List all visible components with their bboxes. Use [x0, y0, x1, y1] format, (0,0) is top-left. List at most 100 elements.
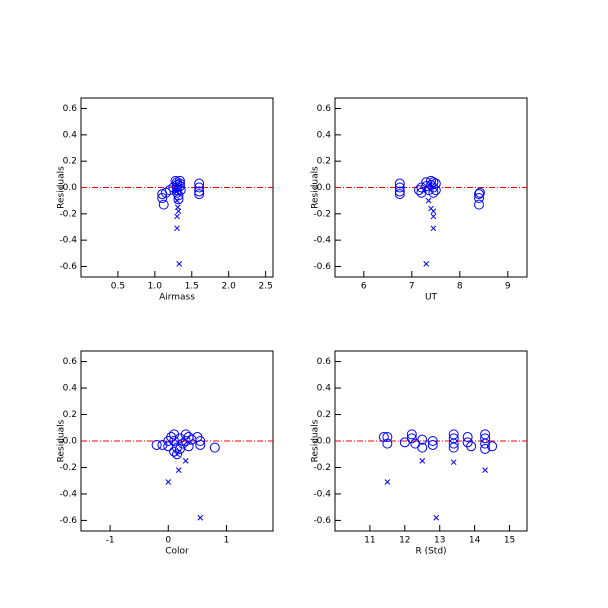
- circle-point: [480, 438, 491, 449]
- cross-point: [175, 208, 182, 215]
- x-tick-label: 1: [224, 536, 230, 546]
- circle-point: [428, 187, 439, 198]
- circle-point: [406, 429, 417, 440]
- circle-point: [426, 175, 436, 186]
- circle-point: [160, 187, 171, 198]
- cross-point: [450, 459, 457, 466]
- circle-point: [169, 446, 180, 457]
- y-axis-label: Residuals: [311, 419, 321, 462]
- y-tick-label: -0.0: [59, 437, 77, 447]
- circle-point: [417, 434, 428, 445]
- y-tick-label: -0.4: [313, 236, 331, 246]
- cross-point: [420, 187, 427, 193]
- circle-point: [462, 437, 473, 448]
- circle-point: [158, 199, 169, 210]
- y-tick-label: 0.6: [63, 357, 78, 367]
- circle-point: [448, 438, 459, 449]
- circle-point: [174, 181, 185, 192]
- x-tick-label: 1.5: [185, 282, 199, 292]
- y-axis-label: Residuals: [311, 166, 321, 209]
- cross-point: [172, 187, 179, 193]
- circle-point: [163, 441, 174, 452]
- cross-point: [175, 467, 182, 473]
- circle-point: [430, 178, 441, 189]
- circle-point: [195, 439, 206, 450]
- circle-point: [448, 429, 459, 440]
- circle-point: [194, 182, 205, 193]
- x-tick-label: 2.0: [222, 282, 237, 292]
- circle-point: [194, 186, 205, 197]
- circle-point: [427, 436, 438, 446]
- circle-point: [394, 186, 405, 197]
- cross-point: [384, 479, 391, 485]
- y-tick-label: -0.4: [59, 489, 77, 499]
- circle-point: [394, 178, 405, 189]
- circle-point: [382, 438, 393, 449]
- x-tick-label: 1.0: [148, 282, 163, 292]
- cross-point: [419, 457, 426, 464]
- cross-point: [425, 197, 432, 204]
- cross-point: [430, 213, 437, 220]
- x-axis-label: R (Std): [415, 547, 446, 557]
- circle-point: [474, 189, 484, 200]
- circle-point: [406, 433, 417, 444]
- y-tick-label: -0.0: [313, 437, 331, 447]
- y-tick-label: 0.2: [63, 410, 77, 420]
- circle-point: [462, 432, 473, 443]
- circle-point: [180, 429, 191, 440]
- x-tick-label: 0.5: [111, 282, 125, 292]
- x-tick-label: -1: [106, 536, 115, 546]
- circle-point: [399, 437, 410, 448]
- y-tick-label: -0.2: [59, 463, 77, 473]
- circle-point: [474, 187, 485, 198]
- x-tick-label: 14: [469, 536, 481, 546]
- circle-point: [417, 442, 428, 453]
- circle-point: [430, 185, 441, 196]
- circle-point: [172, 449, 182, 460]
- cross-point: [197, 514, 204, 521]
- circle-point: [151, 439, 162, 450]
- y-tick-label: 0.4: [63, 130, 78, 140]
- x-tick-label: 7: [409, 282, 415, 292]
- cross-point: [174, 197, 180, 204]
- y-tick-label: 0.4: [63, 384, 78, 394]
- x-tick-label: 2.5: [258, 282, 272, 292]
- y-axis-label: Residuals: [57, 166, 67, 209]
- y-tick-label: 0.6: [317, 357, 332, 367]
- circle-point: [480, 433, 491, 444]
- y-tick-label: 0.2: [317, 157, 331, 167]
- y-tick-label: -0.2: [59, 209, 77, 219]
- circle-point: [474, 193, 484, 204]
- cross-point: [482, 467, 488, 473]
- y-tick-label: -0.2: [313, 463, 331, 473]
- y-tick-label: -0.6: [313, 262, 331, 272]
- y-tick-label: 0.6: [317, 104, 332, 114]
- circle-point: [209, 442, 220, 453]
- circle-point: [421, 177, 432, 188]
- cross-point: [174, 225, 180, 232]
- y-tick-label: -0.0: [313, 183, 331, 193]
- y-tick-label: -0.0: [59, 183, 77, 193]
- cross-point: [423, 260, 430, 267]
- cross-point: [174, 451, 180, 458]
- x-tick-label: 9: [505, 282, 511, 292]
- x-axis-label: Airmass: [159, 293, 195, 303]
- circle-point: [394, 182, 405, 193]
- x-tick-label: 6: [361, 282, 367, 292]
- x-tick-label: 11: [364, 536, 375, 546]
- x-tick-label: 15: [504, 536, 515, 546]
- y-tick-label: -0.6: [313, 516, 331, 526]
- cross-point: [433, 514, 440, 521]
- y-tick-label: 0.4: [317, 130, 332, 140]
- circle-point: [157, 193, 168, 204]
- circle-point: [480, 443, 491, 454]
- y-tick-label: 0.2: [317, 410, 331, 420]
- y-tick-label: -0.2: [313, 209, 331, 219]
- circle-point: [487, 441, 498, 452]
- cross-point: [165, 479, 172, 485]
- x-tick-label: 12: [399, 536, 410, 546]
- circle-point: [428, 177, 439, 188]
- circle-point: [177, 438, 188, 449]
- y-tick-label: 0.6: [63, 104, 78, 114]
